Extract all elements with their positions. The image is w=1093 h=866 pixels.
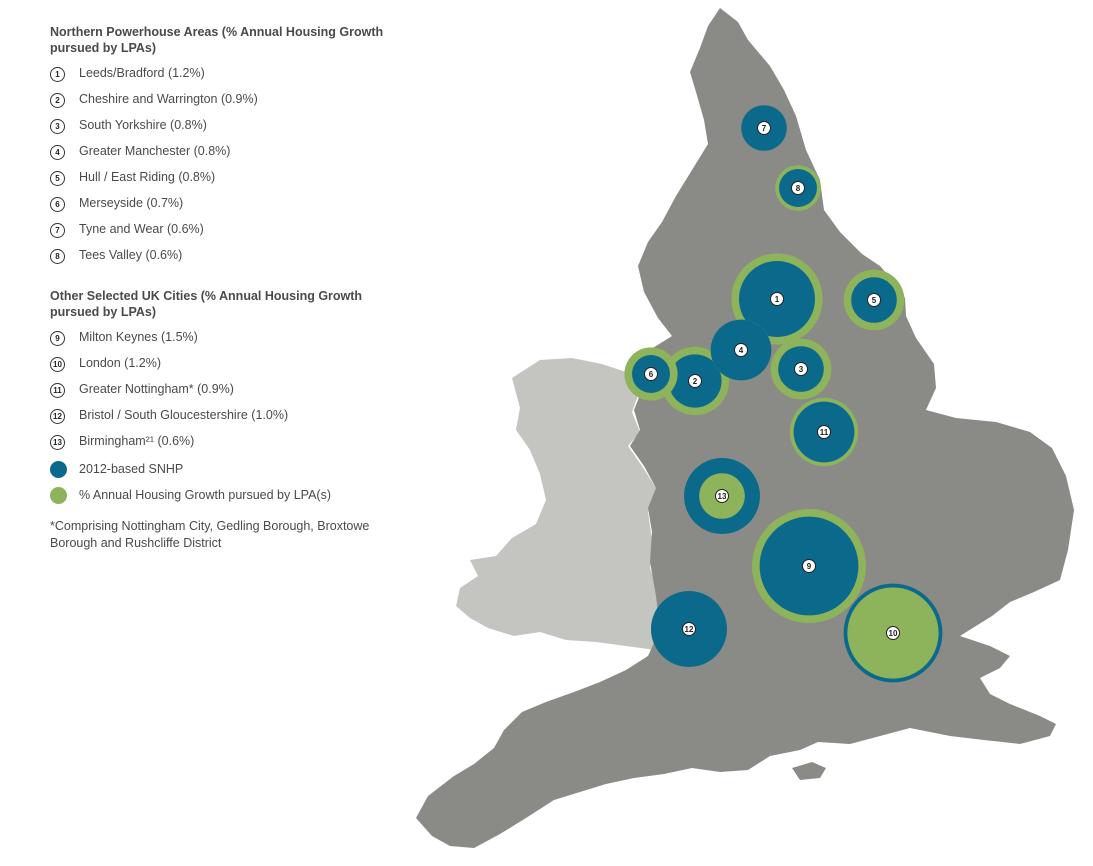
legend-item-label: Tyne and Wear (0.6%) (79, 222, 204, 236)
number-badge: 7 (50, 223, 65, 238)
legend-item-label: South Yorkshire (0.8%) (79, 118, 207, 132)
marker-number: 10 (889, 629, 898, 638)
marker-1: 1 (731, 253, 823, 345)
other-list: 9 Milton Keynes (1.5%) 10 London (1.2%) 11 Gr… (50, 328, 410, 458)
marker-number: 6 (649, 370, 654, 379)
number-badge: 1 (50, 67, 65, 82)
marker-number-badge (817, 425, 831, 439)
legend-item-label: Birmingham²¹ (0.6%) (79, 434, 195, 448)
legend-item-label: Greater Manchester (0.8%) (79, 144, 231, 158)
legend-item: 5 Hull / East Riding (0.8%) (50, 168, 410, 194)
northern-heading: Northern Powerhouse Areas (% Annual Hous… (50, 25, 384, 55)
legend-item-label: Leeds/Bradford (1.2%) (79, 66, 205, 80)
legend-item: 11 Greater Nottingham* (0.9%) (50, 380, 410, 406)
legend-item-label: Hull / East Riding (0.8%) (79, 170, 216, 184)
marker-number: 3 (799, 365, 804, 374)
legend: Northern Powerhouse Areas (% Annual Hous… (50, 24, 410, 552)
marker-number: 1 (775, 295, 780, 304)
marker-4: 4 (710, 319, 772, 381)
marker-number-badge (794, 362, 808, 376)
legend-item: 7 Tyne and Wear (0.6%) (50, 220, 410, 246)
key-lpa-label: % Annual Housing Growth pursued by LPA(s… (79, 488, 331, 502)
number-badge: 9 (50, 331, 65, 346)
northern-list: 1 Leeds/Bradford (1.2%) 2 Cheshire and Warr… (50, 64, 410, 272)
legend-item-label: Merseyside (0.7%) (79, 196, 184, 210)
marker-10: 10 (843, 583, 943, 683)
marker-number: 12 (685, 625, 694, 634)
number-badge: 13 (50, 435, 65, 450)
marker-number-badge (734, 343, 748, 357)
number-badge: 6 (50, 197, 65, 212)
wales-region (456, 358, 660, 650)
footnote: *Comprising Nottingham City, Gedling Bor… (50, 519, 370, 550)
legend-item: 8 Tees Valley (0.6%) (50, 246, 410, 272)
marker-number-badge (688, 374, 702, 388)
marker-6: 6 (624, 347, 678, 401)
marker-number-badge (770, 292, 784, 306)
legend-item: 1 Leeds/Bradford (1.2%) (50, 64, 410, 90)
number-badge: 2 (50, 93, 65, 108)
lpa-swatch (50, 487, 67, 504)
key-lpa: % Annual Housing Growth pursued by LPA(s… (50, 486, 410, 512)
legend-item: 13 Birmingham²¹ (0.6%) (50, 432, 410, 458)
color-key: 2012-based SNHP % Annual Housing Growth … (50, 460, 410, 512)
marker-number: 4 (739, 346, 744, 355)
marker-number-badge (682, 622, 696, 636)
legend-item: 6 Merseyside (0.7%) (50, 194, 410, 220)
isle-of-wight (792, 762, 826, 780)
legend-item-label: Tees Valley (0.6%) (79, 248, 183, 262)
legend-item-label: London (1.2%) (79, 356, 162, 370)
marker-number-badge (644, 367, 658, 381)
marker-number: 2 (693, 377, 698, 386)
number-badge: 11 (50, 383, 65, 398)
marker-5: 5 (843, 269, 905, 331)
marker-13: 13 (684, 458, 760, 534)
legend-item-label: Cheshire and Warrington (0.9%) (79, 92, 258, 106)
marker-number-badge (802, 559, 816, 573)
key-snhp-label: 2012-based SNHP (79, 462, 184, 476)
marker-number-badge (791, 181, 805, 195)
number-badge: 12 (50, 409, 65, 424)
legend-item-label: Bristol / South Gloucestershire (1.0%) (79, 408, 289, 422)
marker-3: 3 (770, 338, 832, 400)
key-snhp: 2012-based SNHP (50, 460, 410, 486)
legend-item: 2 Cheshire and Warrington (0.9%) (50, 90, 410, 116)
legend-item: 9 Milton Keynes (1.5%) (50, 328, 410, 354)
number-badge: 10 (50, 357, 65, 372)
marker-number-badge (867, 293, 881, 307)
marker-number: 5 (872, 296, 877, 305)
marker-11: 11 (789, 397, 859, 467)
number-badge: 3 (50, 119, 65, 134)
marker-number: 9 (807, 562, 812, 571)
snhp-swatch (50, 461, 67, 478)
number-badge: 8 (50, 249, 65, 264)
marker-number-badge (886, 626, 900, 640)
number-badge: 5 (50, 171, 65, 186)
marker-9: 9 (752, 509, 866, 623)
marker-12: 12 (651, 591, 727, 667)
marker-number: 8 (796, 184, 801, 193)
legend-item: 10 London (1.2%) (50, 354, 410, 380)
other-heading: Other Selected UK Cities (% Annual Housi… (50, 289, 363, 319)
legend-item: 12 Bristol / South Gloucestershire (1.0%) (50, 406, 410, 432)
legend-item: 3 South Yorkshire (0.8%) (50, 116, 410, 142)
legend-item-label: Milton Keynes (1.5%) (79, 330, 198, 344)
legend-item: 4 Greater Manchester (0.8%) (50, 142, 410, 168)
number-badge: 4 (50, 145, 65, 160)
marker-number-badge (757, 121, 771, 135)
marker-2: 2 (660, 346, 730, 416)
marker-number-badge (715, 489, 729, 503)
marker-8: 8 (775, 165, 821, 211)
marker-number: 7 (762, 124, 767, 133)
marker-number: 11 (820, 428, 829, 437)
marker-7: 7 (741, 105, 787, 151)
legend-item-label: Greater Nottingham* (0.9%) (79, 382, 234, 396)
marker-number: 13 (718, 492, 727, 501)
